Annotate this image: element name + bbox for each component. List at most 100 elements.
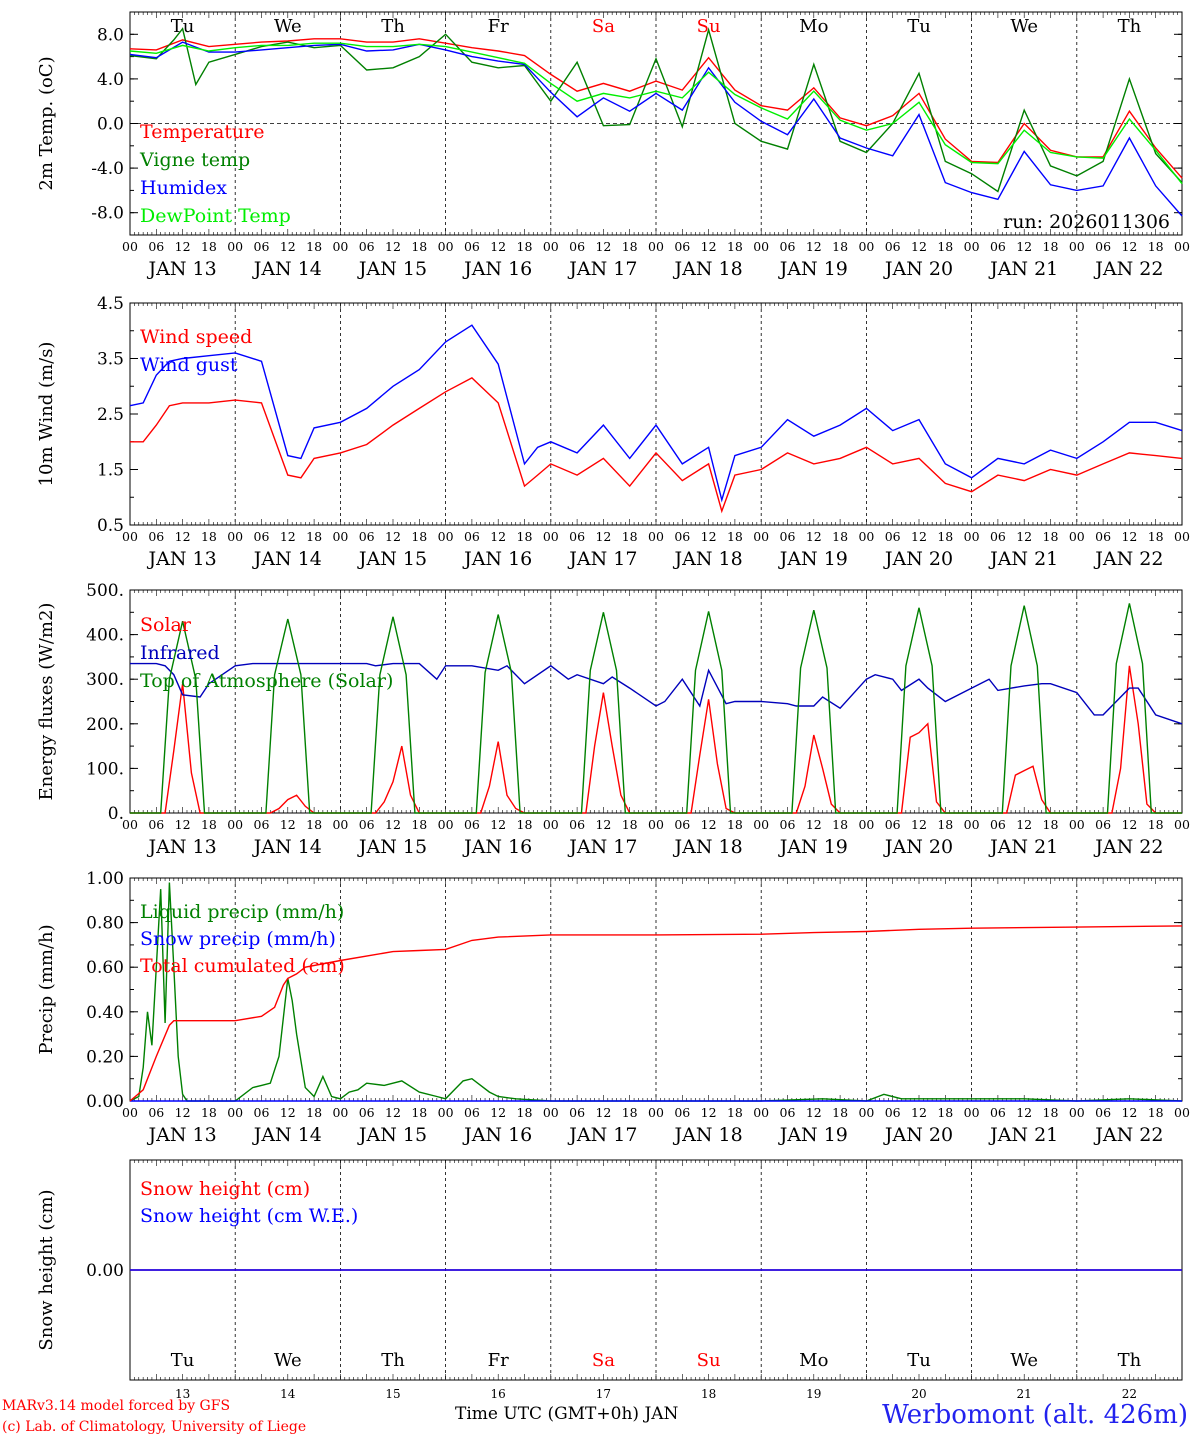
hour-tick-label: 00: [858, 239, 874, 254]
day-number-label: 22: [1122, 1387, 1137, 1400]
hour-tick-label: 12: [1121, 817, 1137, 832]
hour-tick-label: 06: [674, 239, 690, 254]
y-tick-label: 1.00: [86, 869, 124, 889]
y-tick-label: 0.20: [86, 1047, 124, 1067]
hour-tick-label: 06: [569, 1105, 585, 1120]
date-label: JAN 18: [673, 258, 743, 280]
hour-tick-label: 00: [438, 529, 454, 544]
series-line-3-2: [129, 925, 1183, 1102]
hour-tick-label: 12: [175, 239, 191, 254]
hour-tick-label: 00: [1174, 239, 1190, 254]
hour-tick-label: 12: [595, 529, 611, 544]
hour-tick-label: 00: [227, 1105, 243, 1120]
legend-entry: Snow height (cm): [140, 1178, 310, 1200]
date-label: JAN 16: [462, 548, 532, 570]
y-tick-label: 8.0: [97, 25, 124, 45]
hour-tick-label: 12: [385, 817, 401, 832]
hour-tick-label: 18: [937, 817, 953, 832]
hour-tick-label: 06: [464, 239, 480, 254]
date-label: JAN 13: [147, 258, 217, 280]
hour-tick-label: 18: [201, 239, 217, 254]
hour-tick-label: 12: [701, 817, 717, 832]
hour-tick-label: 00: [753, 817, 769, 832]
hour-tick-label: 12: [911, 1105, 927, 1120]
legend-entry: Solar: [140, 614, 192, 636]
hour-tick-label: 00: [964, 529, 980, 544]
hour-tick-label: 18: [1043, 1105, 1059, 1120]
day-number-label: 18: [701, 1387, 716, 1400]
date-label: JAN 14: [252, 1124, 322, 1146]
date-label: JAN 19: [778, 258, 848, 280]
weekday-label-top: We: [1010, 16, 1038, 37]
hour-tick-label: 18: [517, 239, 533, 254]
weekday-label-bottom: Su: [697, 1350, 721, 1371]
hour-tick-label: 18: [1043, 529, 1059, 544]
y-tick-label: 0.40: [86, 1003, 124, 1023]
legend-entry: Infrared: [140, 642, 220, 664]
hour-tick-label: 12: [490, 529, 506, 544]
y-axis-title: 2m Temp. (oC): [36, 56, 57, 190]
y-tick-label: 0.00: [86, 1092, 124, 1112]
hour-tick-label: 18: [832, 1105, 848, 1120]
hour-tick-label: 06: [885, 817, 901, 832]
y-tick-label: 0.00: [86, 1261, 124, 1281]
hour-tick-label: 00: [753, 1105, 769, 1120]
series-line-1-1: [129, 324, 1183, 503]
hour-tick-label: 00: [543, 239, 559, 254]
x-axis-title: Time UTC (GMT+0h) JAN: [455, 1404, 679, 1424]
date-label: JAN 20: [883, 258, 953, 280]
weekday-label-bottom: Th: [1118, 1350, 1142, 1371]
hour-tick-label: 18: [622, 239, 638, 254]
hour-tick-label: 06: [1095, 817, 1111, 832]
hour-tick-label: 06: [148, 239, 164, 254]
hour-tick-label: 06: [254, 817, 270, 832]
date-label: JAN 18: [673, 548, 743, 570]
hour-tick-label: 06: [780, 239, 796, 254]
hour-tick-label: 12: [911, 817, 927, 832]
hour-tick-label: 00: [227, 817, 243, 832]
legend-entry: Snow precip (mm/h): [140, 928, 336, 950]
hour-tick-label: 18: [306, 817, 322, 832]
date-label: JAN 22: [1093, 548, 1163, 570]
hour-tick-label: 12: [701, 1105, 717, 1120]
legend-entry: Wind gust: [140, 354, 238, 376]
weekday-label-bottom: We: [1010, 1350, 1038, 1371]
hour-tick-label: 06: [464, 817, 480, 832]
hour-tick-label: 00: [1069, 1105, 1085, 1120]
weekday-label-top: Th: [1118, 16, 1142, 37]
hour-tick-label: 12: [1121, 1105, 1137, 1120]
hour-tick-label: 00: [122, 239, 138, 254]
y-tick-label: 0.80: [86, 914, 124, 934]
hour-tick-label: 00: [438, 817, 454, 832]
hour-tick-label: 12: [806, 1105, 822, 1120]
hour-tick-label: 12: [280, 239, 296, 254]
date-label: JAN 18: [673, 1124, 743, 1146]
hour-tick-label: 18: [832, 529, 848, 544]
hour-tick-label: 18: [1043, 239, 1059, 254]
hour-tick-label: 18: [411, 817, 427, 832]
date-label: JAN 17: [567, 1124, 637, 1146]
hour-tick-label: 18: [622, 529, 638, 544]
date-label: JAN 21: [988, 1124, 1058, 1146]
hour-tick-label: 06: [359, 239, 375, 254]
y-tick-label: 4.5: [97, 294, 124, 314]
hour-tick-label: 06: [359, 1105, 375, 1120]
hour-tick-label: 12: [385, 239, 401, 254]
hour-tick-label: 18: [727, 239, 743, 254]
date-label: JAN 21: [988, 258, 1058, 280]
hour-tick-label: 18: [201, 1105, 217, 1120]
y-tick-label: 0.: [108, 804, 124, 824]
hour-tick-label: 00: [1069, 239, 1085, 254]
date-label: JAN 15: [357, 258, 427, 280]
legend-entry: Liquid precip (mm/h): [140, 901, 344, 923]
weekday-label-bottom: Mo: [799, 1350, 828, 1371]
weekday-label-bottom: Fr: [488, 1350, 509, 1371]
y-axis-title: Energy fluxes (W/m2): [36, 603, 57, 801]
legend-entry: Wind speed: [140, 326, 252, 348]
hour-tick-label: 00: [1174, 1105, 1190, 1120]
hour-tick-label: 06: [569, 239, 585, 254]
date-label: JAN 16: [462, 1124, 532, 1146]
hour-tick-label: 00: [1174, 529, 1190, 544]
hour-tick-label: 06: [464, 1105, 480, 1120]
hour-tick-label: 12: [175, 817, 191, 832]
